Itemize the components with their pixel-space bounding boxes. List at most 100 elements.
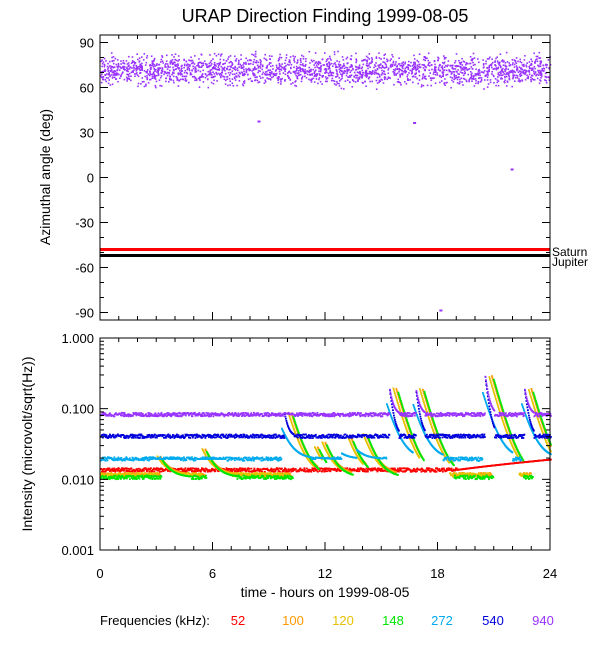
azimuth-point [210, 81, 213, 84]
azimuth-point [351, 86, 354, 88]
azimuth-point [179, 78, 182, 81]
azimuth-point [486, 79, 489, 81]
intensity-point [423, 393, 426, 396]
intensity-point [230, 467, 233, 470]
azimuth-point [541, 75, 543, 77]
azimuth-point [135, 67, 138, 70]
azimuth-point [467, 62, 469, 65]
azimuth-point [358, 66, 361, 68]
azimuth-point [360, 67, 363, 70]
azimuth-point [201, 73, 204, 76]
azimuth-point [478, 72, 480, 75]
azimuth-point [507, 74, 510, 76]
azimuth-point [119, 77, 121, 79]
azimuth-point [344, 80, 347, 82]
azimuth-point [139, 68, 141, 71]
azimuth-point [202, 76, 204, 78]
azimuth-point [353, 71, 356, 74]
intensity-point [244, 473, 246, 476]
intensity-point [349, 441, 352, 444]
azimuth-point [229, 80, 231, 82]
intensity-point [494, 387, 497, 389]
azimuth-point [405, 70, 408, 73]
azimuth-point [530, 74, 533, 77]
intensity-point [202, 473, 204, 475]
azimuth-point [164, 64, 166, 66]
intensity-point [540, 426, 542, 429]
azimuth-point [310, 68, 312, 71]
azimuth-point [324, 80, 327, 83]
azimuth-point [458, 73, 460, 75]
azimuth-point [330, 62, 333, 65]
intensity-point [259, 474, 261, 477]
azimuth-point [471, 68, 474, 70]
azimuth-point [357, 76, 359, 79]
azimuth-point [422, 67, 425, 69]
azimuth-point [331, 71, 334, 74]
azimuth-point [381, 69, 383, 72]
azimuth-point [335, 69, 338, 71]
intensity-point [102, 470, 105, 473]
intensity-point [505, 430, 508, 432]
azimuth-point [331, 77, 334, 80]
azimuth-point [500, 74, 503, 77]
azimuth-point [516, 66, 518, 69]
azimuth-point [107, 68, 109, 70]
azimuth-point [253, 58, 256, 61]
azimuth-point [378, 66, 381, 69]
intensity-point [372, 469, 374, 471]
intensity-point [295, 468, 297, 471]
azimuth-point [372, 70, 374, 72]
azimuth-point [444, 84, 446, 86]
azimuth-point [409, 69, 411, 72]
intensity-point [452, 470, 454, 472]
azimuth-point [234, 55, 236, 58]
azimuth-point [109, 74, 111, 77]
azimuth-point [355, 77, 357, 79]
azimuth-point [391, 65, 394, 67]
intensity-point [322, 443, 325, 446]
azimuth-point [453, 71, 455, 73]
azimuth-point [224, 72, 227, 75]
intensity-point [425, 470, 428, 473]
azimuth-point [286, 63, 289, 66]
intensity-point [126, 467, 129, 470]
intensity-point [152, 468, 155, 471]
azimuth-point [166, 68, 169, 70]
intensity-point [381, 468, 383, 470]
azimuth-point [260, 60, 262, 62]
azimuth-point [218, 68, 221, 70]
intensity-point [413, 470, 416, 473]
azimuth-point [223, 76, 226, 78]
intensity-point [198, 472, 200, 475]
intensity-point [110, 469, 113, 472]
azimuth-point [371, 61, 373, 63]
azimuth-point [169, 75, 171, 77]
azimuth-point [395, 73, 397, 75]
azimuth-point [143, 53, 146, 55]
intensity-point [200, 468, 203, 471]
intensity-point [192, 467, 195, 470]
intensity-point [411, 443, 414, 446]
azimuth-outlier-point [413, 122, 417, 124]
azimuth-point [510, 70, 513, 72]
azimuth-point [161, 67, 164, 69]
azimuth-point [214, 75, 216, 78]
azimuth-point [284, 68, 287, 70]
azimuth-point [544, 72, 547, 75]
intensity-point [166, 468, 168, 471]
azimuth-point [146, 75, 148, 77]
azimuth-point [160, 72, 163, 74]
azimuth-point [257, 67, 260, 69]
azimuth-point [459, 80, 461, 83]
azimuth-point [338, 82, 340, 85]
azimuth-point [404, 71, 407, 74]
intensity-point [509, 440, 512, 443]
azimuth-point [207, 73, 210, 76]
azimuth-point [316, 73, 319, 75]
intensity-point [494, 394, 496, 397]
intensity-point [226, 467, 229, 470]
azimuth-point [278, 62, 281, 65]
azimuth-point [336, 60, 338, 62]
intensity-point [488, 376, 491, 378]
